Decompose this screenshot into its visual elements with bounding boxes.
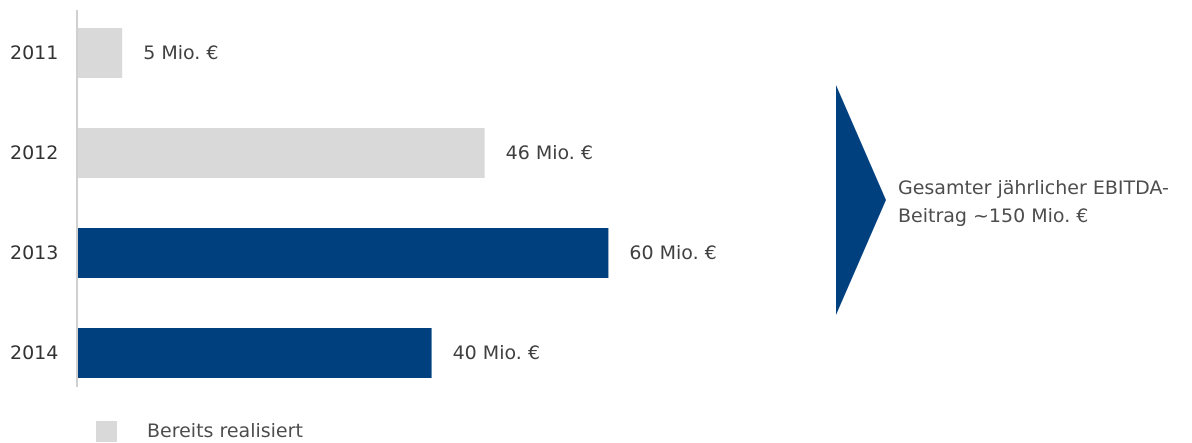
legend-label-realized: Bereits realisiert <box>147 420 303 442</box>
y-tick-label-2011: 2011 <box>10 42 58 64</box>
bar-2014 <box>78 328 432 378</box>
bars: 2011 5 Mio. € 2012 46 Mio. € 2013 60 Mio. € 20… <box>10 28 717 378</box>
arrow-icon <box>836 85 886 315</box>
y-tick-label-2013: 2013 <box>10 242 58 264</box>
arrow-annotation-text: Gesamter jährlicher EBITDA-Beitrag ~150 … <box>898 177 1169 227</box>
data-label-2014: 40 Mio. € <box>453 342 540 364</box>
bar-2013 <box>78 228 609 278</box>
y-tick-label-2012: 2012 <box>10 142 58 164</box>
bar-2011 <box>78 28 123 78</box>
data-label-2011: 5 Mio. € <box>143 42 218 64</box>
bar-2012 <box>78 128 485 178</box>
data-label-2013: 60 Mio. € <box>629 242 716 264</box>
data-label-2012: 46 Mio. € <box>506 142 593 164</box>
y-tick-label-2014: 2014 <box>10 342 58 364</box>
legend: Bereits realisiert <box>96 419 303 443</box>
legend-swatch-realized <box>96 420 117 442</box>
